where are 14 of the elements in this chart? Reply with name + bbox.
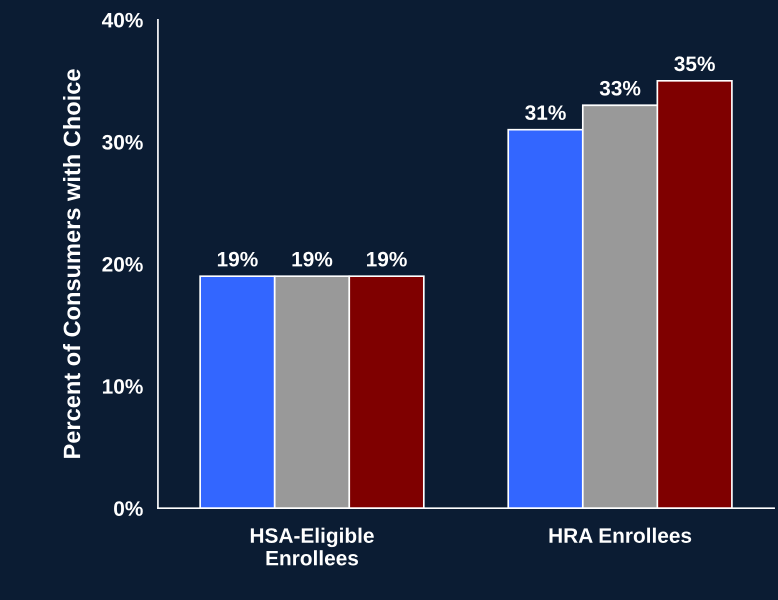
data-label: 31% — [525, 105, 566, 120]
y-tick-label: 10% — [102, 379, 143, 394]
y-axis-title: Percent of Consumers with Choice — [62, 69, 80, 458]
data-label: 35% — [674, 56, 715, 72]
data-label: 19% — [218, 252, 258, 267]
y-tick-label: 20% — [102, 257, 143, 272]
y-tick-label: 40% — [102, 12, 143, 28]
y-tick-label: 0% — [114, 501, 143, 516]
data-label: 19% — [292, 252, 332, 267]
y-tick-label: 30% — [102, 134, 143, 150]
x-tick-label: HSA-Eligible Enrollees — [250, 528, 374, 566]
data-label: 33% — [600, 80, 640, 96]
x-tick-label: HRA Enrollees — [549, 528, 692, 543]
data-label: 19% — [367, 252, 407, 267]
